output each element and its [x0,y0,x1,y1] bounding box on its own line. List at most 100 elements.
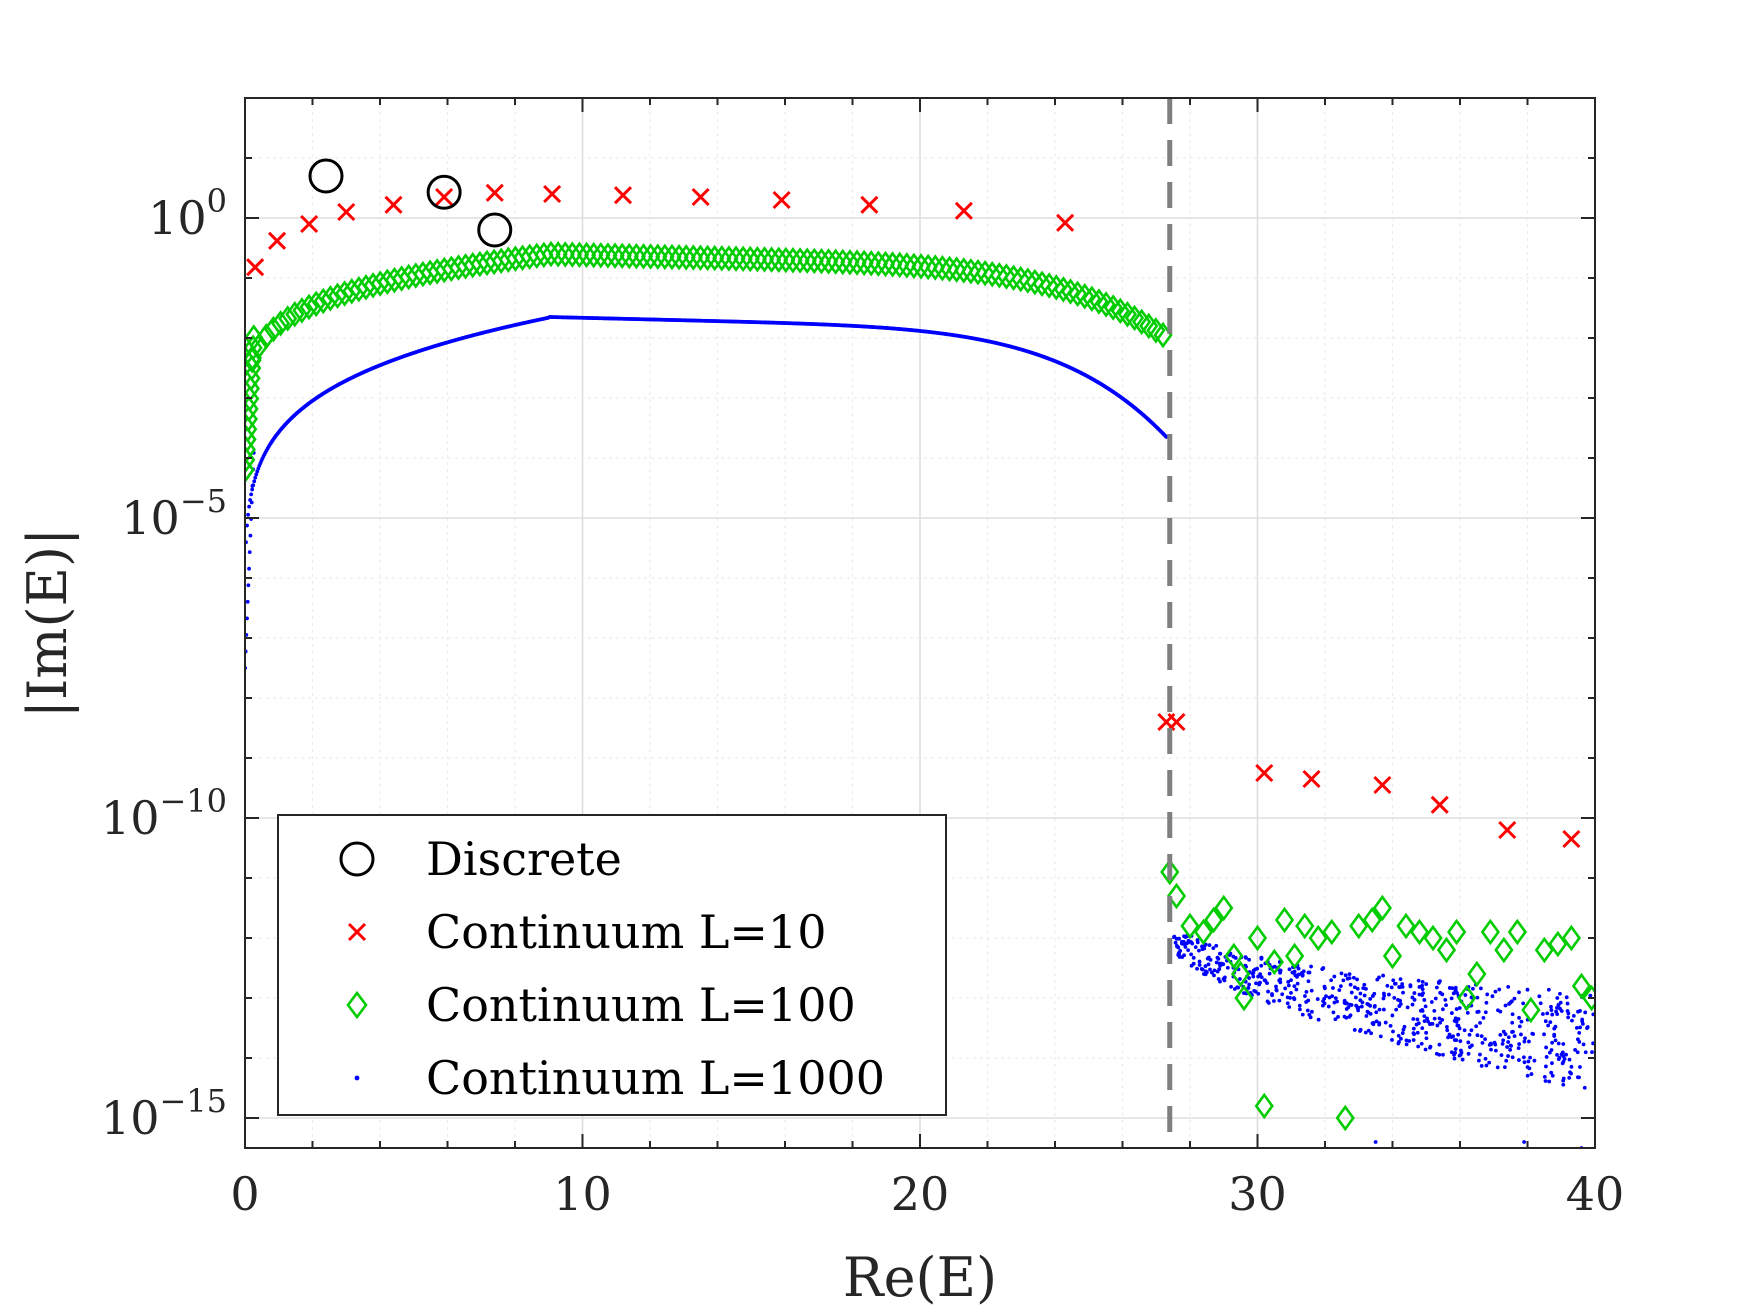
point-continuum-l-1000 [1286,979,1291,984]
point-continuum-l-100 [420,259,440,286]
point-continuum-l-1000 [1411,1038,1416,1042]
point-continuum-l-1000 [1385,983,1390,988]
point-continuum-l-10 [300,214,319,234]
point-continuum-l-1000 [1538,1001,1543,1006]
point-continuum-l-1000 [1441,1007,1445,1012]
point-continuum-l-1000 [1391,978,1396,983]
point-continuum-l-1000 [1521,1055,1526,1060]
point-continuum-l-1000 [1497,987,1502,992]
point-continuum-l-1000 [1460,1057,1465,1062]
point-continuum-l-1000 [1429,1021,1434,1026]
point-continuum-l-1000 [1233,956,1238,960]
legend-label: Discrete [426,832,622,886]
point-continuum-l-1000 [1208,967,1212,972]
point-continuum-l-1000 [1398,1002,1403,1006]
point-continuum-l-1000 [252,479,257,484]
point-continuum-l-1000 [1387,992,1391,997]
point-continuum-l-100 [491,247,511,275]
point-continuum-l-100 [982,260,1002,288]
point-continuum-l-1000 [1404,1042,1409,1047]
point-continuum-l-1000 [1548,1020,1553,1025]
point-continuum-l-1000 [1278,968,1283,973]
point-continuum-l-1000 [255,469,260,474]
point-continuum-l-1000 [1519,1019,1524,1024]
point-continuum-l-1000 [1257,981,1262,986]
point-continuum-l-1000 [1326,1004,1331,1009]
point-continuum-l-1000 [1371,994,1375,998]
point-continuum-l-1000 [1463,993,1468,997]
point-continuum-l-1000 [1575,1050,1580,1055]
point-continuum-l-1000 [1517,1024,1522,1029]
point-continuum-l-1000 [1457,1026,1462,1031]
legend[interactable]: Discrete Continuum L=10 Continuum L=100 Con… [277,814,947,1116]
point-continuum-l-100 [1548,930,1568,958]
point-continuum-l-1000 [1272,999,1276,1003]
point-continuum-l-100 [911,253,931,280]
point-continuum-l-100 [477,249,497,277]
point-continuum-l-1000 [1556,1041,1561,1046]
point-continuum-l-100 [278,305,298,332]
point-continuum-l-1000 [1532,1058,1537,1063]
point-continuum-l-1000 [1522,1060,1527,1065]
point-continuum-l-1000 [1565,1001,1570,1006]
point-continuum-l-100 [996,263,1017,290]
point-continuum-l-1000 [1549,1070,1554,1075]
point-continuum-l-1000 [1573,1048,1578,1052]
point-continuum-l-100 [605,242,625,269]
point-continuum-l-1000 [1432,1008,1437,1013]
point-continuum-l-1000 [1550,1012,1555,1017]
point-continuum-l-100 [548,241,568,268]
point-continuum-l-1000 [1537,994,1542,999]
legend-marker-x [347,922,367,942]
point-continuum-l-1000 [1327,995,1332,1000]
point-continuum-l-1000 [1493,989,1498,994]
point-continuum-l-1000 [246,583,251,588]
point-continuum-l-1000 [1489,1047,1493,1052]
point-continuum-l-1000 [1342,1014,1347,1019]
point-continuum-l-1000 [1329,978,1334,983]
point-continuum-l-100 [747,245,767,273]
point-continuum-l-1000 [1561,1076,1566,1081]
point-continuum-l-1000 [1576,1037,1580,1042]
point-continuum-l-100 [1274,906,1295,934]
point-continuum-l-1000 [1411,1026,1416,1031]
legend-label: Continuum L=1000 [426,1051,885,1105]
point-continuum-l-1000 [1561,1082,1566,1087]
x-tick-label: 30 [1228,1167,1287,1221]
point-continuum-l-1000 [1429,1000,1434,1004]
point-continuum-l-100 [947,256,967,283]
point-continuum-l-1000 [1303,994,1307,998]
point-continuum-l-1000 [1423,1047,1428,1052]
point-continuum-l-1000 [1425,1016,1429,1021]
point-continuum-l-100 [1480,918,1500,946]
point-continuum-l-100 [555,241,575,268]
point-continuum-l-10 [384,195,403,214]
point-continuum-l-1000 [1420,979,1425,984]
legend-box [277,814,947,1116]
point-continuum-l-1000 [1512,996,1517,1001]
point-continuum-l-1000 [1216,977,1221,981]
point-continuum-l-1000 [1485,992,1490,997]
point-continuum-l-100 [320,285,341,312]
point-continuum-l-1000 [1398,977,1403,982]
point-continuum-l-1000 [1358,991,1363,996]
point-continuum-l-100 [925,254,945,281]
point-continuum-l-100 [648,243,668,270]
point-continuum-l-1000 [1547,1079,1552,1084]
point-continuum-l-1000 [1590,1050,1594,1055]
point-continuum-l-1000 [1419,1041,1424,1046]
point-continuum-l-1000 [1580,1017,1585,1022]
point-continuum-l-100 [804,247,824,275]
point-continuum-l-1000 [1258,972,1263,977]
point-continuum-l-1000 [1574,1025,1579,1030]
point-continuum-l-1000 [1415,1017,1420,1022]
point-continuum-l-1000 [1510,1055,1515,1060]
point-continuum-l-1000 [1304,1000,1309,1004]
point-continuum-l-1000 [1347,976,1352,980]
point-continuum-l-100 [918,253,938,281]
point-continuum-l-1000 [1558,991,1562,996]
point-continuum-l-1000 [1359,1004,1364,1009]
point-continuum-l-1000 [1558,1006,1563,1011]
point-continuum-l-1000 [1474,1024,1479,1029]
point-continuum-l-1000 [1266,1001,1271,1005]
